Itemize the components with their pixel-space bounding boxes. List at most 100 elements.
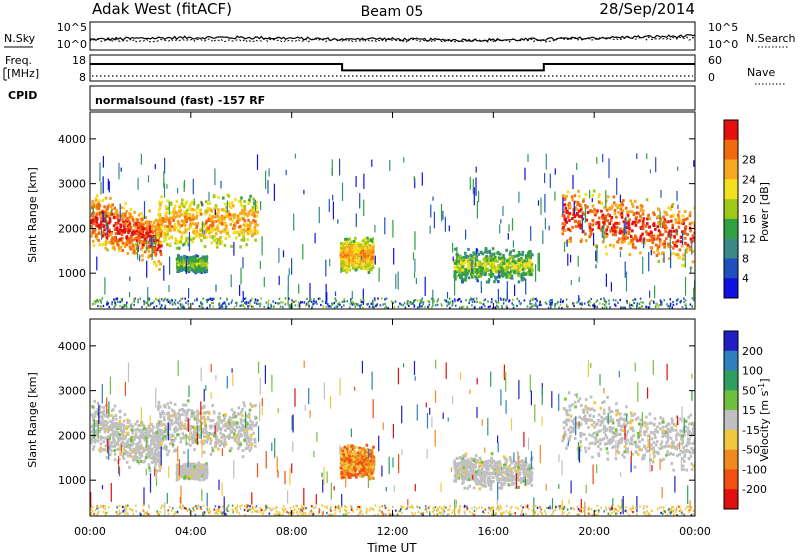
echo-pixel [191, 438, 194, 442]
echo-pixel [124, 214, 127, 218]
noise-streak [659, 210, 661, 228]
clutter-pixel [311, 305, 314, 308]
echo-pixel [600, 209, 603, 213]
echo-pixel [116, 424, 120, 428]
echo-pixel [617, 221, 621, 225]
clutter-pixel [294, 304, 297, 307]
clutter-pixel [265, 301, 268, 304]
echo-pixel [243, 219, 247, 223]
echo-pixel [193, 417, 197, 421]
noise-streak [337, 219, 339, 224]
echo-pixel [135, 232, 139, 236]
clutter-pixel [383, 306, 386, 309]
echo-pixel [220, 218, 224, 222]
noise-streak [512, 240, 514, 248]
clutter-pixel [219, 305, 222, 309]
echo-pixel [243, 200, 246, 203]
echo-pixel [141, 423, 145, 427]
echo-pixel [243, 204, 247, 208]
noise-streak [430, 204, 432, 218]
echo-pixel [503, 272, 506, 276]
noise-streak [511, 218, 514, 231]
clutter-pixel [157, 299, 160, 302]
clutter-pixel [538, 303, 541, 306]
clutter-pixel [159, 306, 162, 309]
clutter-pixel [100, 301, 102, 304]
echo-pixel [129, 453, 132, 456]
clutter-pixel [310, 298, 312, 301]
clutter-pixel [577, 299, 580, 302]
clutter-pixel [201, 306, 204, 309]
echo-pixel [136, 427, 139, 431]
echo-pixel [122, 243, 126, 247]
clutter-pixel [223, 301, 225, 304]
echo-pixel [162, 411, 165, 415]
echo-pixel [641, 232, 644, 236]
noise-streak [456, 246, 458, 266]
noise-streak [475, 177, 477, 196]
clutter-pixel [274, 301, 277, 305]
clutter-pixel [289, 304, 291, 307]
echo-pixel [197, 411, 200, 415]
echo-pixel [508, 275, 511, 279]
echo-pixel [371, 255, 374, 259]
noise-streak [545, 153, 547, 170]
echo-pixel [225, 229, 229, 233]
clutter-pixel [125, 304, 127, 307]
noise-streak [360, 255, 362, 261]
echo-pixel [156, 239, 159, 243]
noise-streak [596, 244, 598, 263]
clutter-pixel [375, 304, 377, 308]
echo-pixel [135, 442, 138, 446]
echo-pixel [365, 262, 369, 265]
echo-pixel [343, 248, 346, 252]
echo-pixel [141, 428, 144, 432]
echo-pixel [225, 206, 228, 209]
clutter-pixel [174, 303, 177, 306]
echo-pixel [173, 228, 176, 232]
echo-pixel [215, 206, 218, 210]
clutter-pixel [427, 305, 429, 308]
clutter-pixel [385, 305, 387, 308]
echo-pixel [238, 218, 241, 222]
echo-pixel [200, 227, 204, 230]
echo-pixel [368, 259, 372, 263]
noise-streak [675, 228, 677, 235]
echo-pixel [681, 214, 685, 218]
echo-pixel [136, 459, 139, 463]
noise-streak [355, 213, 357, 228]
echo-pixel [231, 416, 235, 420]
echo-pixel [99, 427, 102, 431]
echo-pixel [366, 246, 369, 250]
echo-pixel [234, 214, 238, 218]
echo-pixel [626, 213, 630, 217]
clutter-pixel [565, 303, 568, 306]
clutter-pixel [667, 305, 669, 308]
clutter-pixel [663, 299, 666, 302]
echo-pixel [150, 456, 154, 460]
clutter-pixel [105, 303, 108, 306]
clutter-pixel [447, 301, 449, 304]
echo-pixel [345, 262, 348, 266]
noise-streak [291, 258, 293, 275]
clutter-pixel [206, 301, 208, 304]
echo-pixel [111, 241, 115, 245]
clutter-pixel [113, 298, 115, 301]
echo-pixel [530, 272, 533, 276]
echo-pixel [620, 215, 624, 219]
echo-pixel [515, 260, 518, 264]
clutter-pixel [363, 299, 365, 302]
echo-pixel [603, 221, 606, 225]
clutter-pixel [106, 300, 108, 303]
echo-pixel [341, 263, 344, 267]
noise-streak [424, 276, 426, 296]
echo-pixel [233, 434, 236, 438]
echo-pixel [239, 224, 242, 228]
echo-pixel [611, 226, 614, 230]
echo-pixel [105, 235, 109, 239]
echo-pixel [363, 267, 366, 271]
echo-pixel [500, 256, 504, 260]
echo-pixel [217, 214, 220, 218]
clutter-pixel [111, 301, 113, 304]
echo-pixel [588, 222, 592, 226]
